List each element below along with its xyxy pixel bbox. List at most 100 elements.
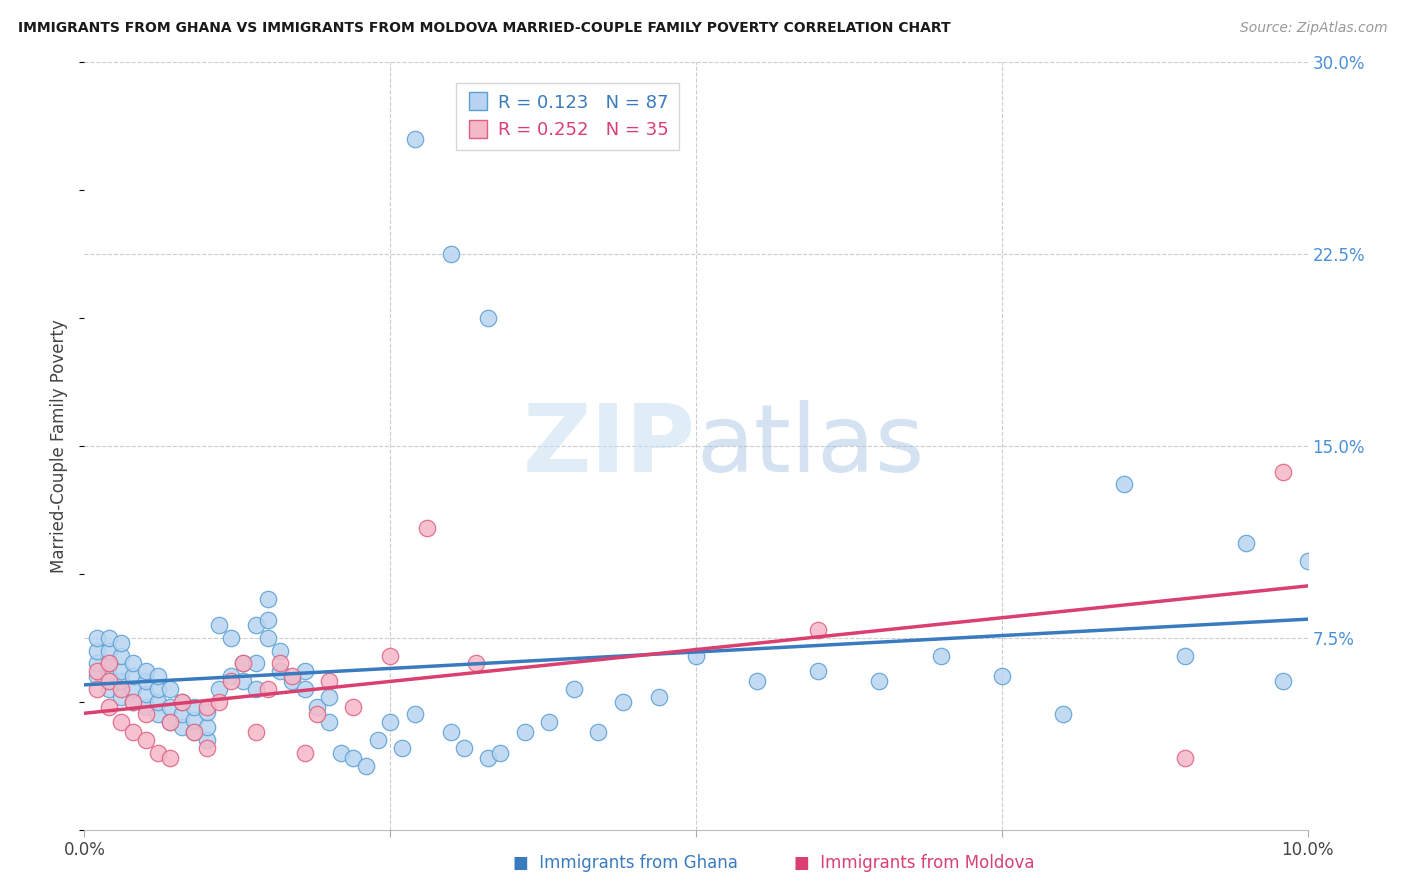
Point — [122, 657, 145, 671]
Point — [110, 690, 132, 704]
Point — [1272, 674, 1295, 689]
Text: ■  Immigrants from Moldova: ■ Immigrants from Moldova — [794, 855, 1035, 872]
Point — [269, 664, 291, 678]
Text: ZIP: ZIP — [523, 400, 696, 492]
Point — [318, 690, 340, 704]
Point — [208, 695, 231, 709]
Point — [232, 657, 254, 671]
Point — [477, 311, 499, 326]
Point — [245, 657, 267, 671]
Point — [97, 643, 120, 657]
Point — [1174, 648, 1197, 663]
Point — [97, 657, 120, 671]
Point — [159, 751, 181, 765]
Point — [86, 681, 108, 696]
Point — [404, 707, 426, 722]
Point — [477, 751, 499, 765]
Point — [232, 674, 254, 689]
Point — [1236, 536, 1258, 550]
Text: IMMIGRANTS FROM GHANA VS IMMIGRANTS FROM MOLDOVA MARRIED-COUPLE FAMILY POVERTY C: IMMIGRANTS FROM GHANA VS IMMIGRANTS FROM… — [18, 21, 950, 35]
Point — [172, 720, 194, 734]
Point — [146, 669, 169, 683]
Point — [135, 707, 157, 722]
Point — [86, 657, 108, 671]
Point — [342, 699, 364, 714]
Point — [747, 674, 769, 689]
Point — [159, 699, 181, 714]
Point — [110, 636, 132, 650]
Point — [110, 664, 132, 678]
Point — [1114, 477, 1136, 491]
Text: ■  Immigrants from Ghana: ■ Immigrants from Ghana — [513, 855, 738, 872]
Point — [416, 521, 439, 535]
Point — [110, 674, 132, 689]
Point — [1174, 751, 1197, 765]
Point — [513, 725, 536, 739]
Text: Source: ZipAtlas.com: Source: ZipAtlas.com — [1240, 21, 1388, 35]
Y-axis label: Married-Couple Family Poverty: Married-Couple Family Poverty — [51, 319, 69, 573]
Point — [294, 746, 316, 760]
Point — [146, 746, 169, 760]
Point — [86, 669, 108, 683]
Point — [97, 674, 120, 689]
Point — [97, 669, 120, 683]
Point — [172, 695, 194, 709]
Point — [146, 681, 169, 696]
Point — [1296, 554, 1319, 568]
Point — [97, 699, 120, 714]
Point — [380, 648, 402, 663]
Point — [135, 733, 157, 747]
Point — [807, 664, 830, 678]
Point — [380, 715, 402, 730]
Point — [110, 681, 132, 696]
Point — [122, 681, 145, 696]
Point — [183, 699, 205, 714]
Point — [562, 681, 585, 696]
Point — [612, 695, 634, 709]
Point — [1272, 465, 1295, 479]
Point — [440, 247, 463, 261]
Point — [245, 681, 267, 696]
Point — [159, 681, 181, 696]
Point — [305, 699, 328, 714]
Point — [404, 132, 426, 146]
Point — [195, 705, 218, 719]
Point — [146, 695, 169, 709]
Point — [305, 707, 328, 722]
Point — [146, 707, 169, 722]
Point — [354, 758, 377, 772]
Point — [122, 695, 145, 709]
Point — [245, 618, 267, 632]
Point — [195, 699, 218, 714]
Point — [219, 669, 242, 683]
Point — [159, 715, 181, 730]
Point — [538, 715, 561, 730]
Point — [342, 751, 364, 765]
Point — [183, 725, 205, 739]
Point — [281, 669, 304, 683]
Point — [367, 733, 389, 747]
Point — [183, 713, 205, 727]
Point — [869, 674, 891, 689]
Point — [586, 725, 609, 739]
Point — [257, 613, 280, 627]
Text: atlas: atlas — [696, 400, 924, 492]
Point — [330, 746, 353, 760]
Point — [453, 740, 475, 755]
Point — [269, 643, 291, 657]
Point — [208, 681, 231, 696]
Point — [464, 657, 486, 671]
Point — [1052, 707, 1074, 722]
Point — [135, 687, 157, 701]
Point — [257, 681, 280, 696]
Point — [135, 674, 157, 689]
Point — [232, 657, 254, 671]
Point — [685, 648, 707, 663]
Point — [159, 715, 181, 730]
Point — [195, 733, 218, 747]
Point — [86, 664, 108, 678]
Point — [294, 681, 316, 696]
Point — [245, 725, 267, 739]
Point — [929, 648, 952, 663]
Point — [489, 746, 512, 760]
